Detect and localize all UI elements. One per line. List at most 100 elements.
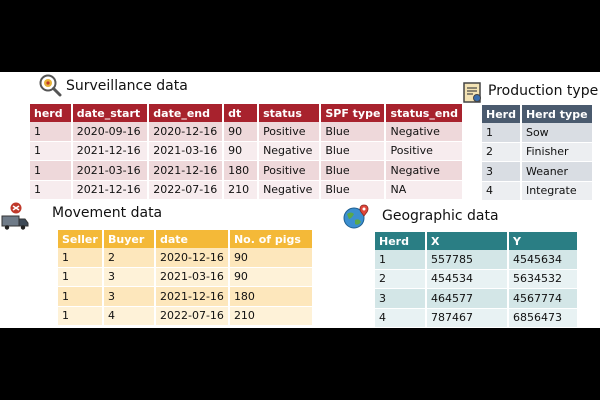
cell: Blue xyxy=(319,122,386,141)
cell: 787467 xyxy=(425,307,508,327)
movement-table: Seller Buyer date No. of pigs 1 2 2020-1… xyxy=(58,230,312,325)
col-header: date_start xyxy=(70,104,149,122)
cell: 5634532 xyxy=(507,268,577,289)
cell: 454534 xyxy=(425,268,508,289)
geographic-title: Geographic data xyxy=(382,208,499,224)
cell: 2020-09-16 xyxy=(70,122,149,141)
table-row: 1 3 2021-03-16 90 xyxy=(58,266,312,287)
col-header: dt xyxy=(222,104,259,122)
col-header: Y xyxy=(507,232,577,250)
cell: Weaner xyxy=(519,161,592,181)
cell: 3 xyxy=(102,286,155,306)
cell: 4545634 xyxy=(507,250,577,269)
cell: 1 xyxy=(30,140,72,161)
col-header: Herd xyxy=(482,105,521,123)
cell: Integrate xyxy=(519,180,592,200)
cell: Positive xyxy=(257,160,321,180)
col-header: Herd xyxy=(375,232,426,250)
cell: 3 xyxy=(482,161,521,181)
col-header: herd xyxy=(30,104,72,122)
cell: Blue xyxy=(319,140,386,161)
col-header: status xyxy=(257,104,321,122)
table-row: 1 2 2020-12-16 90 xyxy=(58,248,312,267)
cell: 1 xyxy=(30,122,72,141)
cell: 90 xyxy=(222,140,259,161)
cell: 464577 xyxy=(425,288,508,308)
cell: 6856473 xyxy=(507,307,577,327)
cell: 1 xyxy=(58,248,103,267)
col-header: Herd type xyxy=(519,105,592,123)
cell: 557785 xyxy=(425,250,508,269)
cell: Positive xyxy=(257,122,321,141)
geographic-table: Herd X Y 1 557785 4545634 2 454534 56345… xyxy=(375,232,577,327)
table-row: 2 454534 5634532 xyxy=(375,268,577,289)
cell: 2021-12-16 xyxy=(154,286,229,306)
cell: 4567774 xyxy=(507,288,577,308)
cell: NA xyxy=(384,179,462,199)
cell: 1 xyxy=(30,179,72,199)
slide-canvas: Surveillance data herd date_start date_e… xyxy=(0,72,600,328)
cell: 2021-12-16 xyxy=(70,179,149,199)
col-header: X xyxy=(425,232,508,250)
cell: Positive xyxy=(384,140,462,161)
cell: Blue xyxy=(319,179,386,199)
table-row: 3 464577 4567774 xyxy=(375,288,577,308)
cell: 2021-03-16 xyxy=(70,160,149,180)
movement-title: Movement data xyxy=(52,205,163,221)
cell: 90 xyxy=(227,248,312,267)
table-row: 1 Sow xyxy=(482,123,592,142)
cell: Negative xyxy=(257,179,321,199)
table-row: 1 2021-12-16 2021-03-16 90 Negative Blue… xyxy=(30,140,462,161)
cell: 180 xyxy=(222,160,259,180)
table-row: 4 Integrate xyxy=(482,180,592,200)
cell: 4 xyxy=(102,305,155,325)
col-header: Seller xyxy=(58,230,103,248)
cell: 210 xyxy=(222,179,259,199)
table-row: 1 557785 4545634 xyxy=(375,250,577,269)
col-header: date xyxy=(154,230,229,248)
cell: 2020-12-16 xyxy=(154,248,229,267)
table-row: 2 Finisher xyxy=(482,141,592,162)
col-header: status_end xyxy=(384,104,462,122)
col-header: date_end xyxy=(147,104,224,122)
table-row: 3 Weaner xyxy=(482,161,592,181)
cell: Negative xyxy=(384,122,462,141)
cell: 210 xyxy=(227,305,312,325)
cell: Negative xyxy=(384,160,462,180)
cell: 2021-12-16 xyxy=(70,140,149,161)
surveillance-title: Surveillance data xyxy=(66,78,188,94)
production-title: Production type xyxy=(488,83,599,99)
cell: 3 xyxy=(102,266,155,287)
cell: Negative xyxy=(257,140,321,161)
cell: 2022-07-16 xyxy=(154,305,229,325)
livestock-truck-icon xyxy=(1,202,29,230)
cell: Blue xyxy=(319,160,386,180)
cell: Sow xyxy=(519,123,592,142)
cell: 1 xyxy=(30,160,72,180)
col-header: No. of pigs xyxy=(227,230,312,248)
cell: 2021-03-16 xyxy=(147,140,224,161)
surveillance-table: herd date_start date_end dt status SPF t… xyxy=(30,104,462,199)
cell: 180 xyxy=(227,286,312,306)
cell: 1 xyxy=(58,266,103,287)
cell: 3 xyxy=(375,288,426,308)
table-row: 4 787467 6856473 xyxy=(375,307,577,327)
table-row: 1 3 2021-12-16 180 xyxy=(58,286,312,306)
cell: Finisher xyxy=(519,141,592,162)
cell: 1 xyxy=(375,250,426,269)
cell: 2021-03-16 xyxy=(154,266,229,287)
cell: 2 xyxy=(102,248,155,267)
cell: 90 xyxy=(222,122,259,141)
cell: 4 xyxy=(482,180,521,200)
table-row: 1 2021-12-16 2022-07-16 210 Negative Blu… xyxy=(30,179,462,199)
cell: 2020-12-16 xyxy=(147,122,224,141)
cell: 2 xyxy=(482,141,521,162)
cell: 1 xyxy=(482,123,521,142)
cell: 2021-12-16 xyxy=(147,160,224,180)
col-header: Buyer xyxy=(102,230,155,248)
certificate-document-icon xyxy=(463,82,481,103)
cell: 1 xyxy=(58,286,103,306)
cell: 2 xyxy=(375,268,426,289)
cell: 90 xyxy=(227,266,312,287)
table-row: 1 2021-03-16 2021-12-16 180 Positive Blu… xyxy=(30,160,462,180)
